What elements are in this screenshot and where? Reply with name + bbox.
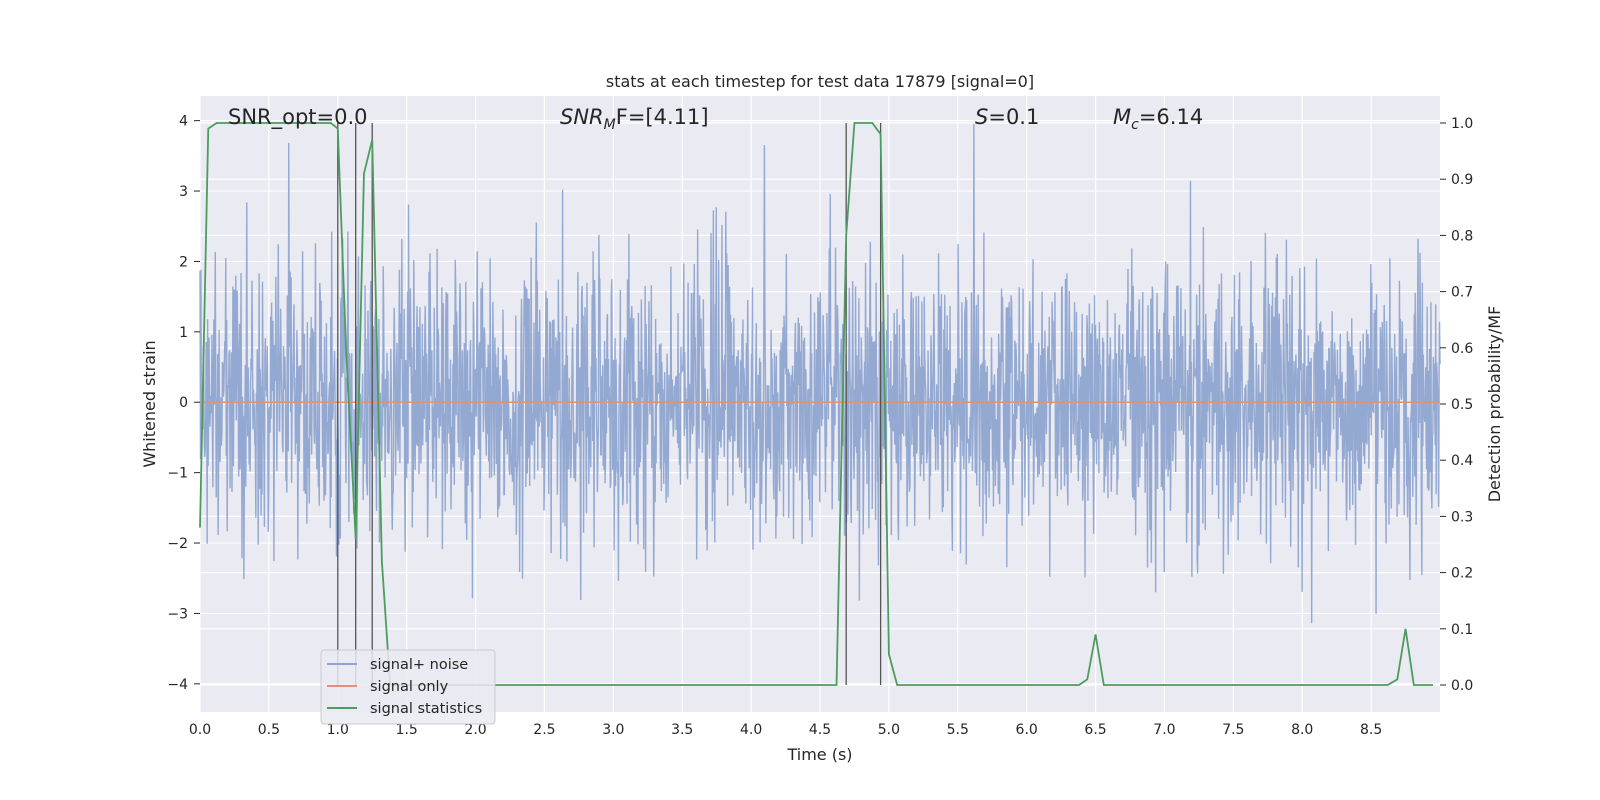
y-right-tick-label: 0.4	[1451, 453, 1473, 469]
annotation-s: S=0.1	[975, 105, 1039, 129]
y-axis-title: Whitened strain	[140, 340, 159, 467]
y-tick-label: 2	[179, 254, 188, 270]
y-tick-label: −2	[167, 536, 188, 552]
x-tick-label: 8.0	[1291, 722, 1313, 738]
x-tick-label: 7.0	[1153, 722, 1175, 738]
x-tick-label: 3.0	[602, 722, 624, 738]
annotation-s-rest: =0.1	[988, 105, 1039, 129]
x-tick-label: 2.0	[464, 722, 486, 738]
x-tick-label: 5.0	[878, 722, 900, 738]
x-tick-label: 0.5	[258, 722, 280, 738]
annotation-snr-mf-base: SNR	[560, 105, 604, 129]
annotation-mc: Mc=6.14	[1113, 105, 1203, 133]
y-right-tick-label: 0.9	[1451, 172, 1473, 188]
x-axis-ticks: 0.0 0.5 1.0 1.5 2.0 2.5 3.0 3.5 4.0 4.5 5.0 5.5 6.0 6…	[189, 722, 1382, 738]
x-axis-title: Time (s)	[786, 745, 852, 764]
y-axis-right-title: Detection probability/MF	[1485, 306, 1504, 503]
legend-box	[320, 649, 496, 725]
vertical-markers	[337, 122, 882, 686]
y-right-tick-label: 0.3	[1451, 509, 1473, 525]
annotation-mc-rest: =6.14	[1139, 105, 1203, 129]
y-tick-label: −1	[167, 466, 188, 482]
x-tick-label: 5.5	[947, 722, 969, 738]
y-tick-label: −4	[167, 677, 188, 693]
annotation-snr-opt: SNR_opt=0.0	[228, 105, 368, 130]
x-tick-label: 1.5	[396, 722, 418, 738]
x-tick-label: 4.5	[809, 722, 831, 738]
annotation-mc-sub: c	[1131, 117, 1139, 133]
legend-label-signal-only: signal only	[370, 679, 449, 695]
y-right-tick-label: 0.1	[1451, 622, 1473, 638]
plot-title: stats at each timestep for test data 178…	[606, 72, 1034, 91]
annotation-snr-mf-sub: M	[604, 117, 616, 133]
y-right-tick-label: 0.0	[1451, 678, 1473, 694]
y-right-tick-label: 0.8	[1451, 228, 1473, 244]
y-right-tick-label: 0.2	[1451, 566, 1473, 582]
x-tick-label: 7.5	[1222, 722, 1244, 738]
y-tick-label: −3	[167, 606, 188, 622]
y-tick-label: 4	[179, 114, 188, 130]
x-tick-label: 0.0	[189, 722, 211, 738]
series-signal-plus-noise	[199, 124, 1441, 624]
y-axis-left-ticks: 4 3 2 1 0 −1 −2 −3 −4	[167, 114, 200, 693]
annotation-snr-mf-rest: F=[4.11]	[616, 105, 709, 129]
noise-line	[199, 124, 1441, 624]
legend: signal+ noise signal only signal statist…	[320, 649, 496, 725]
annotation-snr-mf: SNRMF=[4.11]	[560, 105, 709, 133]
y-axis-right-ticks: 1.0 0.9 0.8 0.7 0.6 0.5 0.4 0.3 0.2 0.1 0.0	[1440, 116, 1473, 694]
y-right-tick-label: 0.6	[1451, 341, 1473, 357]
x-tick-label: 8.5	[1360, 722, 1382, 738]
y-tick-label: 1	[179, 325, 188, 341]
legend-label-signal-plus-noise: signal+ noise	[370, 657, 468, 673]
annotations: SNR_opt=0.0 SNRMF=[4.11] S=0.1 Mc=6.14	[228, 105, 1203, 133]
y-right-tick-label: 0.7	[1451, 285, 1473, 301]
x-tick-label: 6.5	[1084, 722, 1106, 738]
x-tick-label: 4.0	[740, 722, 762, 738]
x-tick-label: 1.0	[327, 722, 349, 738]
annotation-s-var: S	[975, 105, 988, 129]
y-tick-label: 3	[179, 184, 188, 200]
y-right-tick-label: 1.0	[1451, 116, 1473, 132]
x-tick-label: 2.5	[533, 722, 555, 738]
signal-statistics-line	[199, 122, 1434, 686]
legend-label-signal-statistics: signal statistics	[370, 701, 482, 717]
annotation-mc-base: M	[1113, 105, 1131, 129]
y-tick-label: 0	[179, 395, 188, 411]
x-tick-label: 3.5	[671, 722, 693, 738]
series-signal-statistics	[199, 122, 1434, 686]
x-tick-label: 6.0	[1016, 722, 1038, 738]
y-right-tick-label: 0.5	[1451, 397, 1473, 413]
